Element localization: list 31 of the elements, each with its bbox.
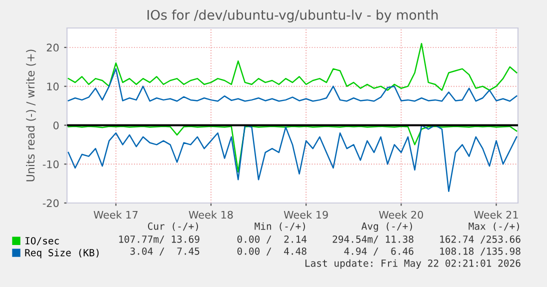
text: 162.74 /253.66	[440, 235, 520, 244]
text: 107.77m/ 13.69	[119, 235, 200, 244]
text: Avg (-/+)	[362, 222, 412, 232]
y-tick-label: 10	[47, 82, 59, 90]
text: Last update: Fri May 22 02:21:01 2026	[305, 259, 520, 269]
y-axis-title: Units read (-) / write (+)	[26, 50, 36, 182]
y-tick-label: -10	[42, 160, 59, 168]
x-tick-label: Week 21	[474, 210, 518, 219]
text: 0.00 / 4.48	[237, 247, 306, 256]
legend-label: Req Size (KB)	[25, 248, 99, 258]
text: 108.18 /135.98	[440, 247, 520, 256]
line-series	[68, 126, 518, 173]
text: 294.54m/ 11.38	[332, 235, 414, 244]
text: Min (-/+)	[254, 222, 305, 231]
legend-label: IO/sec	[25, 237, 59, 246]
line-series	[68, 124, 518, 192]
y-tick-label: 0	[53, 121, 59, 130]
x-tick-label: Week 18	[188, 210, 233, 219]
x-tick-label: Week 17	[94, 210, 138, 219]
line-series	[68, 42, 518, 91]
text: Cur (-/+)	[148, 222, 198, 231]
x-tick-label: Week 20	[378, 210, 424, 219]
chart-title: IOs for /dev/ubuntu-vg/ubuntu-lv - by month	[148, 10, 438, 22]
line-series	[68, 68, 518, 102]
text: 4.94 / 6.46	[344, 247, 414, 256]
text: 3.04 / 7.45	[130, 247, 200, 256]
x-tick-label: Week 19	[284, 210, 328, 219]
y-tick-label: 20	[46, 44, 59, 52]
text: Max (-/+)	[468, 222, 519, 231]
text: 0.00 / 2.14	[237, 235, 307, 244]
y-tick-label: -20	[42, 199, 59, 208]
